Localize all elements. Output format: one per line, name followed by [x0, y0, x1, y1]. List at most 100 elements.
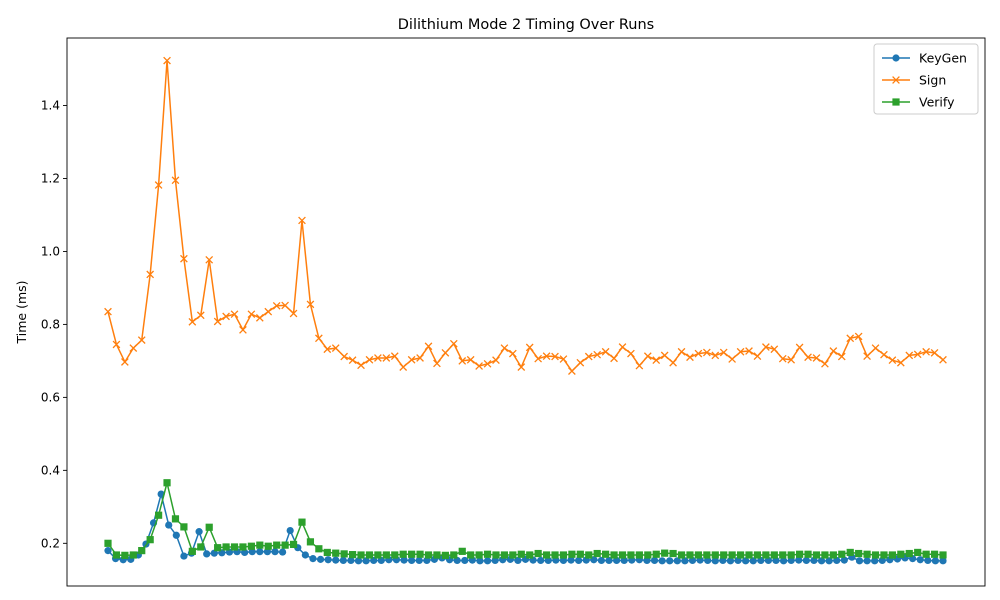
- data-point: [400, 556, 408, 564]
- data-point: [146, 536, 154, 544]
- data-point: [323, 345, 332, 354]
- data-point: [880, 551, 888, 559]
- legend-marker: [892, 54, 900, 62]
- data-point: [939, 551, 947, 559]
- data-point: [704, 556, 712, 565]
- data-point: [601, 347, 610, 356]
- data-point: [509, 551, 517, 559]
- series-line-verify: [107, 482, 944, 557]
- series-line-keygen: [107, 493, 943, 562]
- data-point: [905, 351, 914, 360]
- data-point: [888, 551, 896, 559]
- data-point: [458, 547, 466, 555]
- data-point: [163, 56, 171, 65]
- data-point: [104, 539, 112, 547]
- data-point: [643, 352, 652, 361]
- legend-label: Sign: [919, 73, 946, 88]
- data-point: [247, 542, 255, 550]
- data-point: [314, 334, 323, 343]
- data-point: [222, 543, 230, 551]
- data-point: [196, 311, 205, 320]
- data-point: [939, 355, 947, 364]
- data-point: [681, 557, 689, 565]
- data-point: [230, 543, 239, 551]
- data-point: [534, 549, 542, 558]
- data-point: [542, 551, 551, 559]
- y-tick-label: 1.0: [41, 244, 60, 258]
- data-point: [812, 354, 821, 362]
- data-point: [239, 326, 247, 334]
- series-sign: [104, 56, 947, 375]
- data-point: [846, 548, 854, 557]
- legend-marker: [892, 98, 900, 106]
- data-point: [348, 356, 357, 365]
- data-point: [568, 367, 576, 375]
- data-point: [331, 344, 340, 352]
- data-point: [195, 528, 203, 536]
- data-point: [365, 551, 374, 559]
- data-point: [357, 551, 365, 559]
- data-point: [441, 551, 449, 559]
- data-point: [833, 556, 841, 565]
- data-point: [492, 356, 500, 365]
- data-point: [652, 356, 661, 365]
- data-point: [863, 557, 871, 565]
- data-point: [544, 556, 552, 565]
- data-point: [702, 348, 711, 357]
- data-point: [466, 355, 475, 364]
- data-point: [802, 556, 810, 565]
- data-point: [770, 551, 778, 559]
- data-point: [719, 556, 727, 565]
- data-point: [666, 557, 674, 565]
- data-point: [620, 556, 628, 565]
- data-point: [416, 354, 424, 362]
- data-point: [483, 359, 492, 368]
- data-point: [289, 309, 298, 318]
- data-point: [137, 336, 146, 344]
- data-point: [407, 355, 416, 364]
- data-point: [526, 551, 534, 559]
- data-point: [399, 550, 407, 558]
- data-point: [230, 310, 239, 319]
- data-point: [203, 550, 211, 558]
- data-point: [491, 556, 499, 565]
- legend-item-verify: Verify: [882, 95, 955, 110]
- data-point: [930, 349, 939, 357]
- y-tick-label: 1.4: [41, 98, 60, 112]
- data-point: [669, 358, 677, 367]
- data-point: [155, 511, 163, 519]
- data-point: [517, 363, 526, 371]
- data-point: [924, 556, 932, 565]
- data-point: [726, 557, 735, 565]
- data-point: [703, 551, 711, 559]
- data-point: [467, 551, 475, 559]
- series-keygen: [104, 490, 947, 565]
- data-point: [795, 556, 803, 564]
- data-point: [222, 312, 230, 321]
- data-point: [644, 551, 652, 559]
- data-point: [720, 551, 728, 559]
- data-point: [281, 301, 289, 310]
- data-point: [719, 348, 728, 357]
- data-point: [461, 556, 469, 565]
- data-point: [762, 343, 770, 351]
- data-point: [286, 526, 294, 535]
- data-point: [408, 556, 416, 565]
- data-point: [306, 538, 315, 546]
- data-point: [377, 556, 385, 565]
- data-point: [829, 347, 838, 355]
- data-point: [165, 521, 173, 529]
- data-point: [551, 551, 559, 559]
- data-point: [121, 551, 129, 559]
- data-point: [778, 354, 787, 363]
- data-point: [362, 557, 370, 565]
- data-point: [610, 551, 618, 559]
- data-point: [542, 352, 551, 361]
- data-point: [863, 550, 871, 558]
- data-point: [871, 557, 879, 565]
- data-point: [272, 301, 281, 310]
- data-point: [248, 548, 256, 556]
- data-point: [660, 351, 669, 360]
- data-point: [514, 556, 522, 565]
- series-verify: [104, 479, 947, 559]
